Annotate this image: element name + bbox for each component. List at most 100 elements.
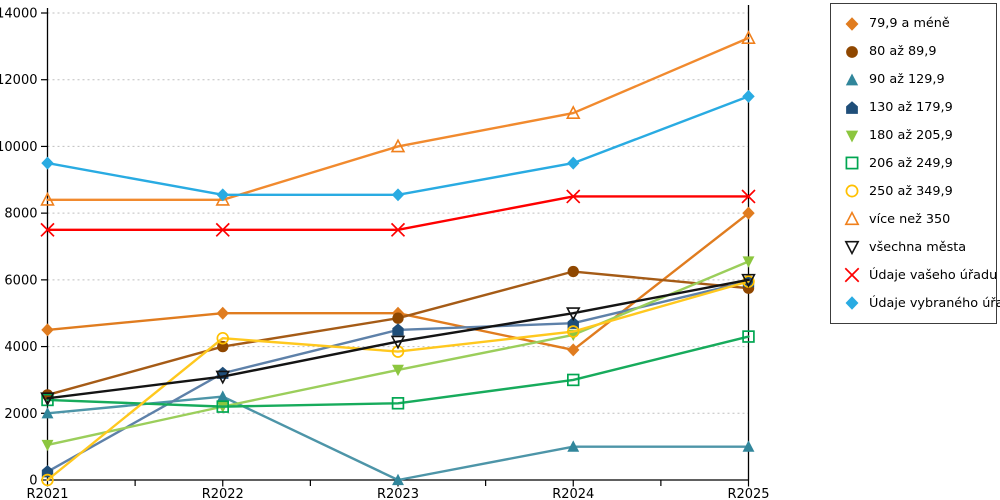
triangle-down-filled-marker-icon	[392, 364, 404, 377]
legend-item: 180 až 205,9	[844, 123, 996, 149]
triangle-down-open-marker-icon	[844, 241, 860, 256]
pentagon-filled-marker-icon	[41, 465, 54, 478]
triangle-up-open-marker-icon	[741, 30, 756, 44]
series-10	[40, 189, 756, 237]
y-axis-tick-label: 0	[29, 474, 37, 489]
legend-triangle-up-filled-icon	[845, 73, 859, 86]
legend-circle-open-icon	[845, 184, 859, 198]
triangle-down-open-marker-icon	[40, 392, 55, 407]
legend-label: všechna města	[869, 239, 967, 255]
legend-label: Údaje vašeho úřadu	[869, 267, 998, 283]
series-6	[41, 330, 755, 413]
triangle-down-open-marker-icon	[215, 370, 231, 385]
legend-label: 90 až 129,9	[869, 72, 945, 88]
square-open-marker-icon	[391, 397, 405, 410]
legend-label: 180 až 205,9	[869, 128, 953, 144]
diamond-filled-marker-icon	[742, 89, 755, 103]
y-axis-tick-label: 2000	[4, 407, 37, 422]
series-line	[46, 36, 750, 202]
legend-triangle-down-open-icon	[844, 241, 860, 256]
triangle-down-filled-marker-icon	[845, 130, 859, 143]
series-line	[46, 260, 750, 447]
triangle-up-open-marker-icon	[40, 191, 55, 206]
pentagon-filled-marker-icon	[846, 100, 858, 114]
x-axis-tick-label: R2024	[552, 487, 594, 500]
legend-label: 80 až 89,9	[869, 44, 937, 60]
triangle-up-filled-marker-icon	[742, 440, 755, 452]
legend-label: 206 až 249,9	[869, 155, 953, 171]
square-open-marker-icon	[742, 330, 755, 343]
legend-square-open-icon	[845, 157, 859, 170]
triangle-up-filled-marker-icon	[567, 440, 580, 452]
y-axis-tick-label: 12000	[0, 73, 38, 88]
triangle-up-open-marker-icon	[565, 105, 581, 120]
square-open-marker-icon	[566, 373, 580, 387]
x-axis-tick-label: R2021	[26, 487, 68, 500]
y-axis-tick-label: 10000	[0, 140, 38, 155]
legend-item: 90 až 129,9	[844, 67, 996, 93]
triangle-down-open-marker-icon	[390, 335, 406, 350]
circle-open-marker-icon	[41, 473, 54, 487]
legend-item: 80 až 89,9	[844, 39, 996, 65]
series-8	[40, 30, 756, 206]
legend-diamond-filled-icon	[845, 296, 859, 310]
legend-item: více než 350	[844, 206, 996, 232]
series-line	[46, 280, 750, 482]
triangle-down-filled-marker-icon	[41, 439, 54, 452]
y-axis-tick-label: 6000	[4, 273, 37, 288]
triangle-up-filled-marker-icon	[41, 407, 54, 419]
circle-filled-marker-icon	[567, 265, 579, 278]
triangle-up-filled-marker-icon	[845, 73, 859, 86]
x-marker-icon	[566, 189, 581, 204]
triangle-up-open-marker-icon	[215, 191, 231, 206]
circle-filled-marker-icon	[392, 312, 404, 324]
legend-item: všechna města	[844, 234, 996, 260]
circle-open-marker-icon	[845, 184, 859, 198]
x-marker-icon	[741, 189, 756, 204]
triangle-up-open-marker-icon	[390, 138, 406, 153]
diamond-filled-marker-icon	[567, 343, 580, 357]
legend-diamond-filled-icon	[845, 17, 859, 31]
y-axis-tick-label: 4000	[4, 340, 37, 355]
triangle-down-open-marker-icon	[741, 273, 756, 288]
circle-filled-marker-icon	[846, 45, 858, 58]
diamond-filled-marker-icon	[845, 17, 859, 31]
legend-label: Údaje vybraného úřadu	[869, 295, 1000, 311]
legend-label: 79,9 a méně	[869, 16, 950, 32]
diamond-filled-marker-icon	[216, 188, 229, 202]
x-marker-icon	[844, 267, 860, 283]
diamond-filled-marker-icon	[742, 206, 755, 220]
x-axis-tick-label: R2025	[727, 487, 769, 500]
legend-label: 250 až 349,9	[869, 183, 953, 199]
legend: 79,9 a méně 80 až 89,9 90 až 129,9 130 až 1…	[830, 3, 1000, 324]
legend-circle-filled-icon	[846, 45, 858, 58]
series-3	[41, 390, 755, 486]
series-11	[41, 89, 755, 202]
diamond-filled-marker-icon	[41, 156, 54, 170]
diamond-filled-marker-icon	[41, 323, 54, 337]
x-marker-icon	[215, 222, 230, 237]
x-axis-tick-label: R2023	[377, 487, 419, 500]
series-line	[46, 278, 750, 400]
pentagon-filled-marker-icon	[392, 323, 404, 336]
x-axis-tick-label: R2022	[202, 487, 244, 500]
legend-triangle-up-open-icon	[844, 211, 860, 226]
y-axis-tick-label: 14000	[0, 7, 38, 22]
diamond-filled-marker-icon	[216, 306, 229, 320]
legend-item: Údaje vašeho úřadu	[844, 262, 998, 288]
triangle-down-filled-marker-icon	[742, 256, 755, 268]
series-9	[40, 273, 756, 407]
x-marker-icon	[390, 222, 406, 237]
pentagon-filled-marker-icon	[567, 316, 579, 329]
diamond-filled-marker-icon	[845, 296, 859, 310]
x-marker-icon	[40, 222, 55, 237]
legend-pentagon-filled-icon	[846, 100, 858, 114]
square-open-marker-icon	[845, 157, 859, 170]
triangle-up-filled-marker-icon	[392, 473, 404, 486]
triangle-up-filled-marker-icon	[216, 390, 229, 402]
legend-label: 130 až 179,9	[869, 100, 953, 116]
diamond-filled-marker-icon	[391, 188, 405, 202]
legend-item: 130 až 179,9	[844, 95, 996, 121]
